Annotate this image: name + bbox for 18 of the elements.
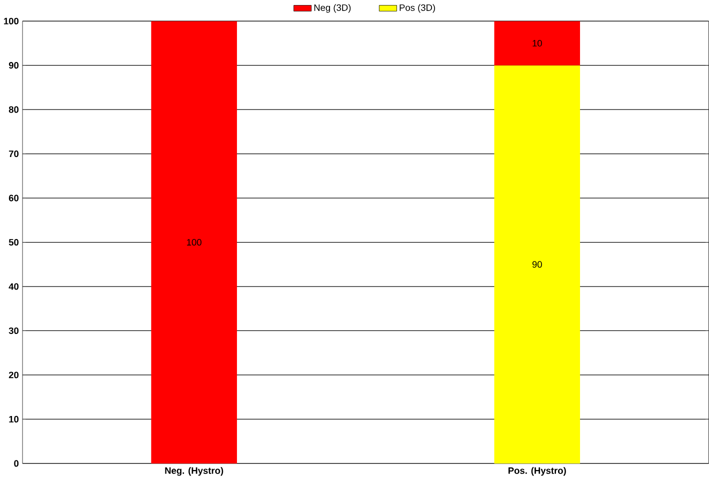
y-tick-label: 20 <box>8 372 19 378</box>
y-tick-label: 70 <box>8 150 19 157</box>
y-tick-label: 30 <box>8 327 19 334</box>
x-tick-label: Neg. (Hystro) <box>165 466 224 476</box>
x-tick-label: Pos. (Hystro) <box>508 466 566 476</box>
data-label: 90 <box>532 261 542 268</box>
legend-label: Pos (3D) <box>400 4 435 13</box>
data-label: 10 <box>532 40 542 46</box>
y-tick-label: 80 <box>8 106 19 113</box>
legend-label: Neg (3D) <box>314 4 351 13</box>
y-tick-label: 40 <box>8 283 19 290</box>
y-tick-label: 100 <box>4 18 19 24</box>
y-tick-label: 90 <box>8 62 19 69</box>
y-tick-label: 60 <box>8 194 19 202</box>
y-tick-label: 10 <box>9 416 19 422</box>
y-tick-label: 0 <box>14 460 19 467</box>
data-label: 100 <box>187 238 202 246</box>
y-tick-label: 50 <box>8 238 19 246</box>
